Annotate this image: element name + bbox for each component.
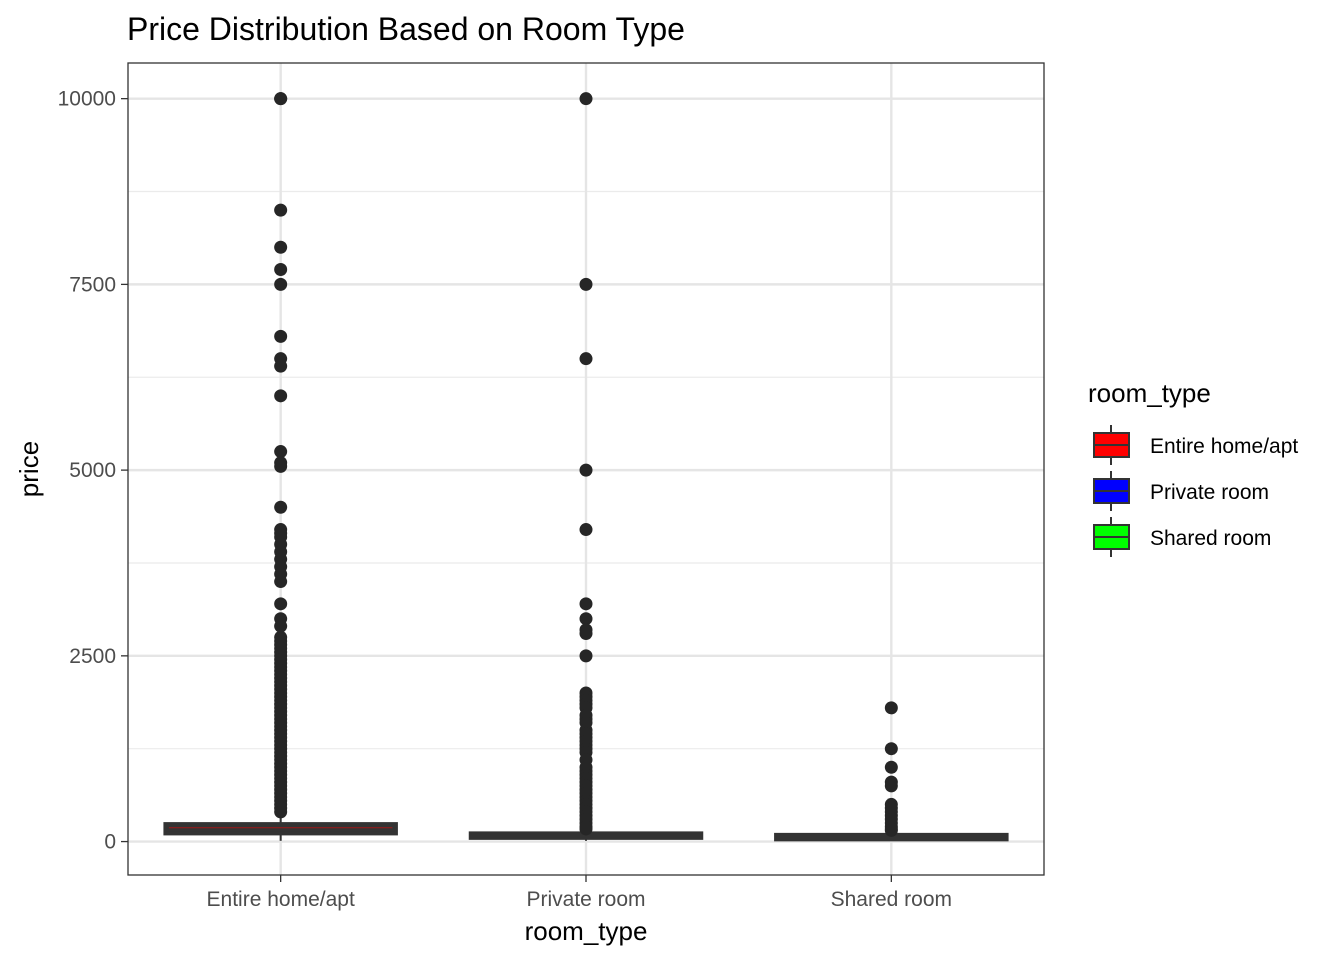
outlier-point [579,352,593,366]
legend-items: Entire home/apt Private room Shared room [1093,425,1298,557]
outlier-point [579,597,593,611]
y-axis: 0 2500 5000 7500 10000 [58,88,128,854]
outlier-point [579,463,593,477]
outlier-point [579,822,593,836]
chart-title: Price Distribution Based on Room Type [127,11,685,47]
outlier-point [274,240,288,254]
outlier-point [884,823,898,837]
y-tick-label: 2500 [69,645,116,668]
outlier-point [579,612,593,626]
outlier-point [274,619,288,633]
legend-item: Shared room [1093,517,1271,557]
legend-label: Shared room [1150,527,1271,550]
x-tick-label: Shared room [831,888,952,911]
outlier-point [274,389,288,403]
y-tick-label: 10000 [58,88,116,111]
outlier-point [884,701,898,715]
outlier-point [884,779,898,793]
outlier-point [884,760,898,774]
outlier-points [274,92,898,837]
boxplot-entire-home-apt [163,813,398,841]
outlier-point [274,597,288,611]
outlier-point [579,523,593,537]
outlier-point [274,359,288,373]
legend-label: Entire home/apt [1150,435,1298,458]
y-tick-label: 5000 [69,459,116,482]
outlier-point [274,329,288,343]
y-axis-title: price [14,441,44,497]
legend-title: room_type [1088,378,1211,408]
outlier-point [274,263,288,277]
legend-item: Private room [1093,471,1269,511]
outlier-point [274,445,288,459]
y-tick-label: 0 [104,831,116,854]
x-axis: Entire home/apt Private room Shared room [207,875,952,911]
outlier-point [274,92,288,106]
outlier-point [274,203,288,217]
outlier-point [274,277,288,291]
outlier-point [274,805,288,819]
outlier-point [579,92,593,106]
outlier-point [274,459,288,473]
outlier-point [884,742,898,756]
outlier-point [274,500,288,514]
outlier-point [579,627,593,641]
legend: room_type Entire home/apt Private room Sha… [1088,378,1298,557]
y-tick-label: 7500 [69,273,116,296]
x-tick-label: Private room [526,888,645,911]
x-tick-label: Entire home/apt [207,888,355,911]
outlier-point [274,575,288,589]
legend-item: Entire home/apt [1093,425,1298,465]
outlier-point [579,277,593,291]
outlier-point [579,649,593,663]
x-axis-title: room_type [525,916,648,946]
legend-label: Private room [1150,481,1269,504]
